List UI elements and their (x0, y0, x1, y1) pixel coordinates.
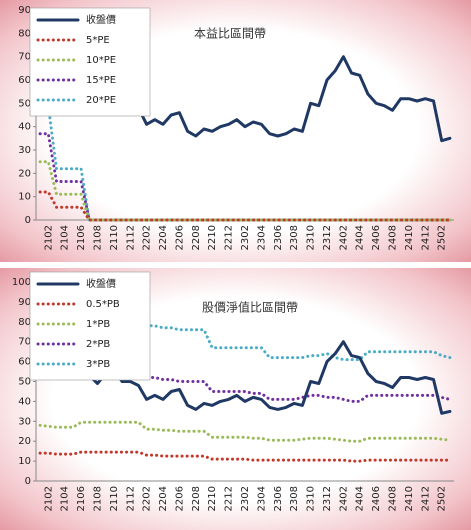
x-tick-label: 2212 (224, 225, 235, 250)
x-tick-label: 2102 (43, 225, 54, 250)
legend-box (29, 7, 151, 117)
chart: 本益比區間帶 0 10 20 30 40 50 60 70 80 90 2102 2104 2106 21… (18, 5, 454, 250)
chart: 股價淨值比區間帶 0 10 20 30 40 50 60 70 80 90 100 2102 2104 2… (12, 271, 454, 511)
y-tick-label: 10 (18, 192, 31, 203)
x-tick-label: 2310 (306, 486, 317, 511)
x-tick-label: 2106 (76, 486, 87, 511)
series-line (38, 104, 452, 222)
legend-label: 收盤價 (86, 277, 116, 290)
x-tick-label: 2110 (109, 486, 120, 511)
x-tick-label: 2102 (43, 486, 54, 511)
x-tick-label: 2208 (191, 225, 202, 250)
x-tick-label: 2312 (322, 225, 333, 250)
y-tick-label: 80 (18, 317, 31, 328)
panel: 本益比區間帶 0 10 20 30 40 50 60 70 80 90 2102 2104 2106 21… (0, 0, 471, 262)
legend-label: 2*PB (86, 339, 110, 350)
x-tick-label: 2408 (388, 225, 399, 250)
x-tick-label: 2410 (404, 225, 415, 250)
x-tick-label: 2108 (92, 225, 103, 250)
y-tick-label: 30 (18, 416, 31, 427)
y-tick-label: 80 (18, 28, 31, 39)
y-tick-label: 20 (18, 436, 31, 447)
x-tick-label: 2304 (256, 225, 267, 250)
legend-box (29, 271, 151, 381)
x-tick-label: 2406 (371, 225, 382, 250)
x-tick-label: 2304 (256, 486, 267, 511)
legend-label: 0.5*PB (86, 299, 120, 310)
x-tick-label: 2206 (174, 486, 185, 511)
legend-label: 3*PB (86, 359, 110, 370)
x-tick-label: 2412 (420, 225, 431, 250)
y-tick-label: 40 (18, 122, 31, 133)
chart-title: 本益比區間帶 (194, 27, 266, 41)
x-tick-label: 2310 (306, 225, 317, 250)
y-tick-label: 50 (18, 377, 31, 388)
x-tick-label: 2108 (92, 486, 103, 511)
panel: 股價淨值比區間帶 0 10 20 30 40 50 60 70 80 90 100 2102 2104 2… (0, 268, 471, 530)
legend-label: 20*PE (86, 95, 116, 106)
x-tick-label: 2204 (158, 225, 169, 250)
y-tick-label: 90 (18, 5, 31, 16)
y-tick-label: 10 (18, 456, 31, 467)
y-tick-label: 70 (18, 337, 31, 348)
x-tick-label: 2410 (404, 486, 415, 511)
x-tick-label: 2202 (142, 486, 153, 511)
x-tick-label: 2112 (125, 225, 136, 250)
legend-label: 1*PB (86, 319, 110, 330)
x-tick-label: 2104 (60, 486, 71, 511)
x-tick-label: 2408 (388, 486, 399, 511)
series-line (38, 190, 452, 222)
x-tick-label: 2302 (240, 225, 251, 250)
y-tick-label: 0 (25, 215, 31, 226)
y-tick-label: 0 (25, 476, 31, 487)
series-line (38, 420, 452, 443)
x-tick-label: 2502 (437, 225, 448, 250)
x-tick-label: 2312 (322, 486, 333, 511)
x-tick-label: 2210 (207, 486, 218, 511)
series-line (38, 314, 452, 362)
y-tick-label: 30 (18, 145, 31, 156)
x-tick-label: 2204 (158, 486, 169, 511)
x-tick-label: 2308 (289, 225, 300, 250)
x-tick-label: 2106 (76, 225, 87, 250)
x-tick-label: 2212 (224, 486, 235, 511)
x-tick-label: 2502 (437, 486, 448, 511)
series-line (38, 160, 452, 222)
x-tick-label: 2306 (273, 225, 284, 250)
x-tick-label: 2412 (420, 486, 431, 511)
legend-label: 15*PE (86, 75, 116, 86)
x-tick-label: 2402 (338, 225, 349, 250)
y-tick-label: 60 (18, 357, 31, 368)
y-tick-label: 70 (18, 52, 31, 63)
x-tick-label: 2406 (371, 486, 382, 511)
y-tick-label: 40 (18, 396, 31, 407)
x-tick-label: 2206 (174, 225, 185, 250)
x-tick-label: 2306 (273, 486, 284, 511)
x-tick-label: 2104 (60, 225, 71, 250)
x-tick-label: 2404 (355, 486, 366, 511)
x-tick-label: 2308 (289, 486, 300, 511)
x-tick-label: 2404 (355, 225, 366, 250)
x-tick-label: 2302 (240, 486, 251, 511)
x-tick-label: 2112 (125, 486, 136, 511)
y-tick-label: 60 (18, 75, 31, 86)
x-tick-label: 2208 (191, 486, 202, 511)
y-tick-label: 20 (18, 168, 31, 179)
chart-title: 股價淨值比區間帶 (202, 300, 298, 315)
x-tick-label: 2210 (207, 225, 218, 250)
x-tick-label: 2110 (109, 225, 120, 250)
x-tick-label: 2402 (338, 486, 349, 511)
y-tick-label: 100 (12, 277, 31, 288)
legend-label: 10*PE (86, 55, 116, 66)
x-tick-label: 2202 (142, 225, 153, 250)
legend-label: 5*PE (86, 35, 110, 46)
series-line (38, 450, 452, 463)
y-tick-label: 50 (18, 98, 31, 109)
series-line (38, 132, 452, 222)
legend-label: 收盤價 (86, 13, 116, 26)
y-tick-label: 90 (18, 297, 31, 308)
